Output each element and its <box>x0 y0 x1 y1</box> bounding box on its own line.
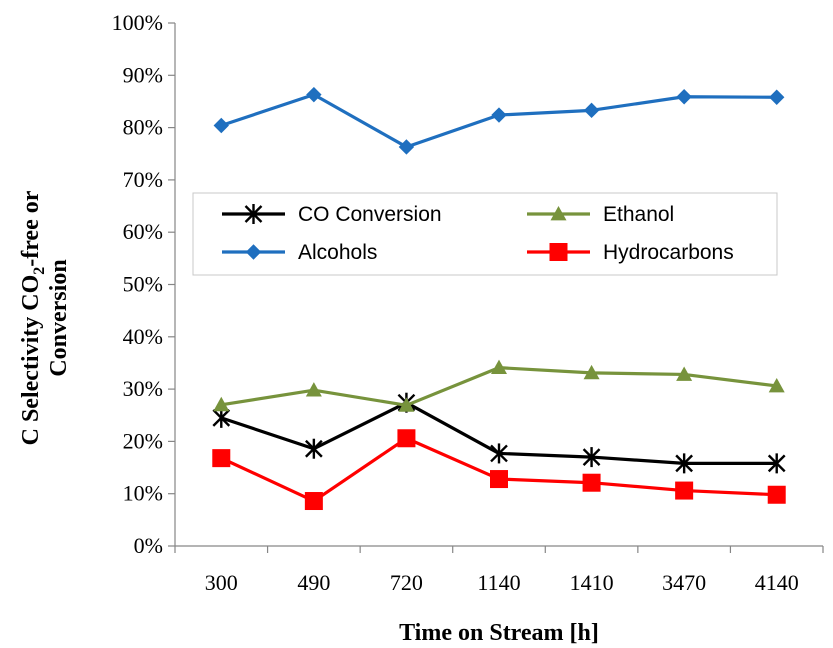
x-tick-label: 3470 <box>662 570 706 595</box>
legend-label-alcohols: Alcohols <box>298 241 377 264</box>
data-point-ethanol <box>768 377 785 393</box>
data-point-alcohols <box>398 139 415 155</box>
data-point-ethanol <box>398 397 415 412</box>
legend-marker-ethanol <box>550 206 567 221</box>
legend-label-ethanol: Ethanol <box>603 203 674 226</box>
y-tick-label: 100% <box>112 10 163 35</box>
data-point-co-conversion <box>490 443 508 464</box>
data-point-alcohols <box>769 89 785 105</box>
data-point-co-conversion <box>212 407 231 428</box>
data-point-hydrocarbons <box>304 492 323 511</box>
axes <box>168 22 824 553</box>
data-point-co-conversion <box>305 438 323 459</box>
series-alcohols <box>213 86 785 155</box>
legend-box <box>192 192 778 276</box>
data-point-alcohols <box>491 107 507 123</box>
x-tick-label: 1140 <box>477 570 520 595</box>
x-tick-label: 4140 <box>755 570 799 595</box>
data-point-hydrocarbons <box>397 429 416 448</box>
legend-entry-hydrocarbons: Hydrocarbons <box>527 241 734 264</box>
y-tick-labels: 0% 10% 20% 30% 40% 50% 60% 70% 80% 90% 100% <box>112 10 163 558</box>
y-tick-label: 90% <box>123 62 163 87</box>
series-layer <box>212 86 786 511</box>
y-axis-title-subscript: 2 <box>31 267 48 275</box>
data-point-co-conversion <box>675 453 693 474</box>
data-point-ethanol <box>491 359 507 375</box>
legend-label-co-conversion: CO Conversion <box>298 203 442 226</box>
data-point-alcohols <box>213 117 229 134</box>
legend-label-hydrocarbons: Hydrocarbons <box>603 241 734 264</box>
y-tick-label: 50% <box>123 272 163 297</box>
data-point-hydrocarbons <box>490 470 508 489</box>
y-tick-label: 70% <box>123 167 163 192</box>
data-point-ethanol <box>305 382 322 397</box>
data-point-alcohols <box>676 89 692 105</box>
data-point-co-conversion <box>582 447 601 468</box>
x-tick-label: 1410 <box>570 570 614 595</box>
y-tick-label: 60% <box>123 219 163 244</box>
series-co-conversion <box>212 392 786 474</box>
y-tick-label: 30% <box>123 376 163 401</box>
legend-marker-hydrocarbons <box>549 243 568 261</box>
x-tick-label: 720 <box>390 570 423 595</box>
legend-entry-ethanol: Ethanol <box>527 203 674 226</box>
y-tick-label: 10% <box>123 481 163 506</box>
x-tick-label: 490 <box>297 570 330 595</box>
data-point-ethanol <box>583 364 600 380</box>
svg-text:C Selectivity CO2-free or: C Selectivity CO2-free or <box>18 190 48 445</box>
y-tick-label: 40% <box>123 324 163 349</box>
data-point-ethanol <box>676 366 693 381</box>
legend-marker-alcohols <box>245 244 262 260</box>
y-tick-label: 20% <box>123 428 163 453</box>
data-point-hydrocarbons <box>212 449 231 468</box>
data-point-alcohols <box>583 102 600 119</box>
legend: CO Conversion Ethanol Alcohols Hydrocarbons <box>192 192 778 276</box>
y-axis-title-line1-rest: -free or <box>18 190 44 267</box>
series-ethanol <box>213 359 785 412</box>
y-axis-title: C Selectivity CO2-free or Conversion <box>18 190 72 445</box>
legend-entry-alcohols: Alcohols <box>222 241 377 264</box>
legend-marker-co-conversion <box>244 204 263 224</box>
data-point-hydrocarbons <box>767 485 786 504</box>
data-point-co-conversion <box>767 453 786 474</box>
data-point-hydrocarbons <box>582 473 601 492</box>
x-axis-title: Time on Stream [h] <box>399 620 599 646</box>
x-tick-label: 300 <box>205 570 238 595</box>
series-hydrocarbons <box>212 429 786 511</box>
x-tick-labels: 300 490 720 1140 1410 3470 4140 <box>205 570 799 595</box>
data-point-alcohols <box>306 86 322 103</box>
y-axis-title-line1: C Selectivity CO <box>18 275 44 446</box>
y-tick-label: 0% <box>134 533 163 558</box>
data-point-hydrocarbons <box>675 481 694 500</box>
legend-entry-co-conversion: CO Conversion <box>222 203 442 226</box>
y-tick-label: 80% <box>123 115 163 140</box>
y-axis-title-line2: Conversion <box>46 259 72 376</box>
data-point-ethanol <box>213 396 230 412</box>
